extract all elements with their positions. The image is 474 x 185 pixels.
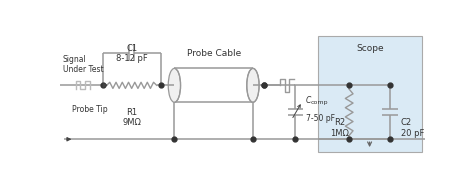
Text: Probe Tip: Probe Tip — [72, 105, 108, 114]
Text: C1
8-12 pF: C1 8-12 pF — [116, 44, 147, 63]
Text: R2
1MΩ: R2 1MΩ — [330, 118, 349, 138]
Ellipse shape — [168, 68, 181, 102]
Text: 7-50 pF: 7-50 pF — [306, 114, 335, 123]
Bar — [319, 36, 422, 152]
Text: C: C — [306, 96, 311, 105]
Text: Probe Cable: Probe Cable — [187, 49, 241, 58]
Ellipse shape — [247, 68, 259, 102]
Text: C2
20 pF: C2 20 pF — [401, 118, 424, 138]
Text: Signal
Under Test: Signal Under Test — [63, 55, 103, 74]
Text: comp: comp — [310, 100, 328, 105]
Text: Scope: Scope — [356, 44, 384, 53]
Text: R1
9MΩ: R1 9MΩ — [122, 108, 141, 127]
